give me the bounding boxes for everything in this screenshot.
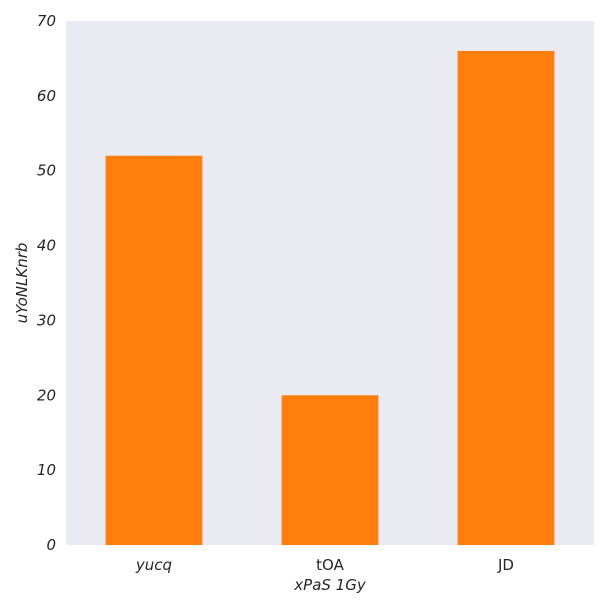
y-tick-label: 0 (46, 536, 56, 554)
x-tick-label: JD (497, 556, 514, 574)
y-tick-label: 40 (37, 237, 56, 255)
y-axis-title: uYoNLKnrb (13, 243, 31, 324)
x-tick-label: tOA (316, 556, 344, 574)
bar-yucq (105, 155, 203, 546)
y-axis-ticks: 0 10 20 30 40 50 60 70 (37, 12, 56, 554)
y-tick-label: 70 (37, 12, 56, 30)
bar-JD (457, 50, 555, 545)
bars (105, 50, 555, 546)
x-axis-title: xPaS 1Gy (293, 576, 367, 594)
y-tick-label: 60 (37, 87, 56, 105)
y-tick-label: 20 (37, 386, 56, 404)
x-axis-ticks: yucq tOA JD (135, 556, 514, 574)
x-tick-label: yucq (135, 556, 172, 574)
bar-tOA (281, 395, 379, 545)
y-tick-label: 10 (37, 461, 56, 479)
y-tick-label: 30 (37, 311, 56, 329)
y-tick-label: 50 (37, 162, 56, 180)
